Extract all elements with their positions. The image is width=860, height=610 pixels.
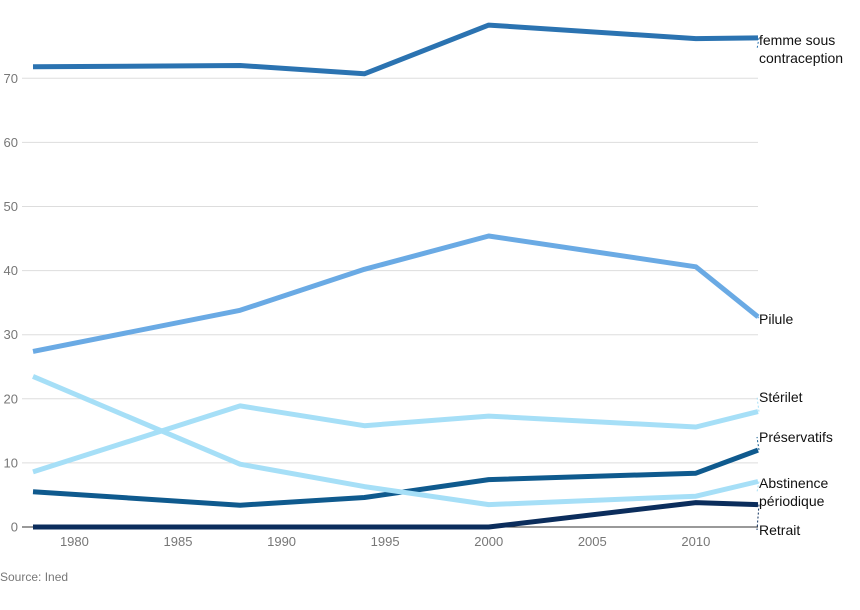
label-leader bbox=[756, 504, 760, 531]
gridlines bbox=[22, 77, 758, 528]
series-line bbox=[32, 233, 760, 354]
x-tick-label: 2000 bbox=[474, 534, 503, 549]
y-tick-label: 40 bbox=[4, 263, 18, 278]
series-line bbox=[32, 22, 759, 77]
series-label: Préservatifs bbox=[759, 429, 833, 445]
series-lines bbox=[32, 22, 760, 530]
series-line bbox=[32, 447, 759, 508]
series-label: femme sous contraception bbox=[759, 32, 843, 66]
series-label: Stérilet bbox=[759, 389, 803, 405]
x-tick-label: 2010 bbox=[681, 534, 710, 549]
source-note: Source: Ined bbox=[0, 570, 68, 584]
label-leader bbox=[756, 396, 760, 412]
series-labels: femme sous contraception Pilule Stérilet Pré… bbox=[756, 32, 843, 538]
series-label: Pilule bbox=[759, 311, 793, 327]
label-leader bbox=[756, 316, 760, 320]
y-tick-label: 50 bbox=[4, 199, 18, 214]
label-leader bbox=[756, 37, 760, 50]
y-tick-label: 0 bbox=[11, 520, 18, 535]
x-tick-label: 1995 bbox=[371, 534, 400, 549]
y-tick-label: 10 bbox=[4, 455, 18, 470]
series-label: Retrait bbox=[759, 522, 800, 538]
x-axis-ticks: 1980 1985 1990 1995 2000 2005 2010 bbox=[60, 534, 710, 549]
label-leader bbox=[756, 481, 760, 493]
x-tick-label: 2005 bbox=[578, 534, 607, 549]
y-tick-label: 20 bbox=[4, 391, 18, 406]
y-tick-label: 70 bbox=[4, 71, 18, 86]
y-tick-label: 60 bbox=[4, 135, 18, 150]
series-line bbox=[32, 403, 759, 475]
series-label: Abstinence périodique bbox=[759, 475, 828, 509]
y-axis-ticks: 0 10 20 30 40 50 60 70 bbox=[4, 71, 18, 535]
series-line bbox=[33, 500, 759, 530]
x-tick-label: 1980 bbox=[60, 534, 89, 549]
series-line bbox=[32, 374, 759, 508]
x-tick-label: 1985 bbox=[164, 534, 193, 549]
x-tick-label: 1990 bbox=[267, 534, 296, 549]
y-tick-label: 30 bbox=[4, 327, 18, 342]
